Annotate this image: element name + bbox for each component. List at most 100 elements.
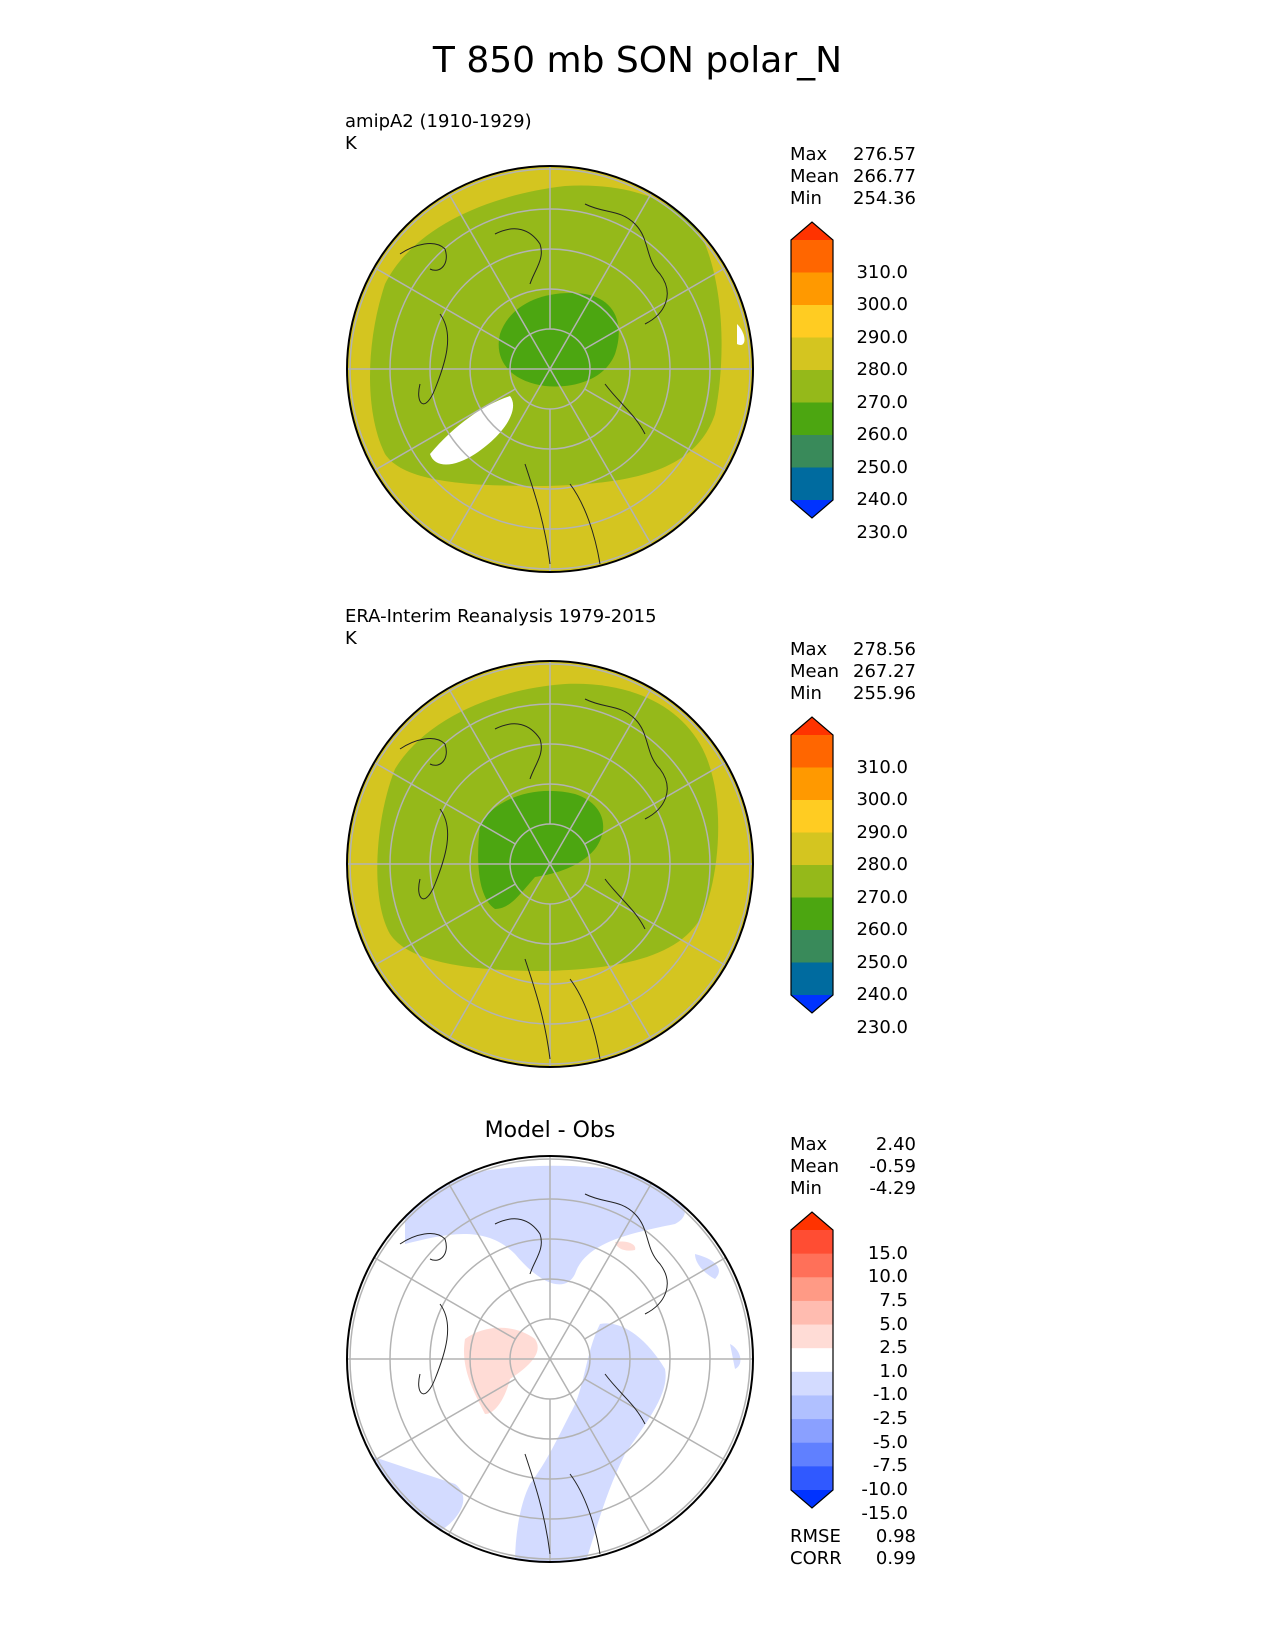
stat-label: Mean: [790, 1156, 840, 1177]
meridian-line: [584, 388, 733, 475]
meridian-line: [367, 263, 516, 350]
panel-2-colorbar: [790, 716, 834, 1014]
stat-value: -0.59: [869, 1156, 916, 1177]
meridian-line: [569, 403, 656, 552]
stat-value: 266.77: [853, 166, 916, 187]
colorbar-tick-label: 310.0: [856, 261, 908, 283]
stat-label: Min: [790, 1178, 822, 1199]
stat-value: 267.27: [853, 661, 916, 682]
contour-band-250: [498, 293, 619, 387]
stat-label: Max: [790, 144, 828, 165]
colorbar-tick-label: 260.0: [856, 424, 908, 445]
colorbar-swatch: [791, 800, 833, 833]
panel-3-polar-map: [346, 1155, 754, 1563]
colorbar-tick-label: 230.0: [856, 1016, 908, 1038]
negative-anomaly-region: [365, 1454, 464, 1534]
meridian-line: [529, 1358, 551, 1395]
meridian-line: [444, 898, 531, 1047]
stat-label: Max: [790, 639, 828, 660]
panel-3-title: Model - Obs: [484, 1118, 616, 1143]
meridian-line: [529, 863, 551, 900]
meridian-line: [367, 1378, 516, 1465]
colorbar-swatch: [791, 1395, 833, 1420]
panel-2-header: ERA-Interim Reanalysis 1979-2015 K: [345, 606, 657, 650]
meridian-line: [444, 1176, 531, 1325]
meridian-line: [549, 1358, 571, 1395]
meridian-line: [584, 1378, 733, 1465]
colorbar-swatch: [791, 467, 833, 501]
colorbar-swatch: [791, 1300, 833, 1326]
map-boundary: [346, 660, 754, 1068]
colorbar-swatch: [791, 897, 833, 931]
negative-anomaly-region: [730, 1344, 741, 1369]
meridian-line: [549, 1323, 571, 1360]
meridian-line: [584, 1253, 733, 1340]
colorbar-swatch: [791, 1277, 833, 1302]
colorbar-tick-label: 270.0: [856, 391, 908, 413]
stat-label: Mean: [790, 661, 840, 682]
panel-3-stats: Max 2.40 Mean -0.59 Min -4.29: [790, 1134, 916, 1200]
colorbar-swatch: [791, 1253, 833, 1278]
colorbar-swatch: [791, 1230, 833, 1255]
stat-label: Min: [790, 683, 822, 704]
coastlines: [399, 1193, 668, 1555]
stat-value: 0.99: [875, 1548, 916, 1569]
meridian-line: [529, 828, 551, 865]
stat-value: 0.98: [875, 1526, 916, 1547]
stat-label: RMSE: [790, 1526, 841, 1547]
stat-value: 276.57: [853, 144, 916, 165]
meridian-line: [444, 403, 531, 552]
colorbar-extension-min: [791, 500, 833, 518]
meridian-line: [584, 263, 733, 350]
colorbar-swatch: [791, 337, 833, 371]
colorbar-tick-label: 230.0: [856, 521, 908, 543]
colorbar-tick-label: 15.0: [867, 1242, 908, 1264]
colorbar-tick-label: 1.0: [879, 1360, 908, 1382]
graticule: [347, 661, 753, 1067]
colorbar-swatch: [791, 865, 833, 898]
panel-1-stats: Max 276.57 Mean 266.77 Min 254.36: [790, 144, 916, 210]
map-boundary: [346, 1155, 754, 1563]
stat-value: -4.29: [869, 1178, 916, 1199]
colorbar-tick-label: 7.5: [879, 1289, 908, 1311]
colorbar-swatch: [791, 1348, 833, 1373]
negative-anomaly-region: [405, 1165, 685, 1285]
meridian-line: [569, 1393, 656, 1542]
meridian-line: [444, 1393, 531, 1542]
colorbar-swatch: [791, 1419, 833, 1444]
colorbar-swatch: [791, 832, 833, 866]
meridian-line: [529, 333, 551, 370]
colorbar-outline: [790, 221, 834, 519]
coastlines: [399, 203, 668, 565]
stat-label: Mean: [790, 166, 840, 187]
panel-1-units: K: [345, 133, 357, 154]
panel-2-title: ERA-Interim Reanalysis 1979-2015: [345, 606, 657, 627]
panel-2-polar-map: [346, 660, 754, 1068]
colorbar-tick-label: 290.0: [856, 326, 908, 348]
stat-label: CORR: [790, 1548, 842, 1569]
colorbar-tick-label: -5.0: [872, 1431, 908, 1453]
colorbar-tick-label: 5.0: [879, 1313, 908, 1335]
panel-1-colorbar: [790, 221, 834, 519]
colorbar-swatch: [791, 767, 833, 801]
colorbar-outline: [790, 716, 834, 1014]
colorbar-extension-min: [791, 1490, 833, 1508]
meridian-line: [549, 863, 571, 900]
colorbar-extension-max: [791, 717, 833, 735]
colorbar-swatch: [791, 1324, 833, 1349]
colorbar-swatch: [791, 1371, 833, 1396]
colorbar-tick-label: 250.0: [856, 456, 908, 478]
colorbar-outline: [790, 1211, 834, 1509]
meridian-line: [569, 1176, 656, 1325]
stat-value: 254.36: [853, 188, 916, 209]
colorbar-tick-label: 240.0: [856, 489, 908, 510]
colorbar-tick-label: -7.5: [872, 1455, 908, 1477]
colorbar-tick-label: 300.0: [856, 789, 908, 810]
meridian-line: [529, 368, 551, 405]
meridian-line: [569, 186, 656, 335]
panel-2-units: K: [345, 628, 357, 649]
colorbar-tick-label: 280.0: [856, 359, 908, 380]
meridian-line: [569, 898, 656, 1047]
colorbar-tick-label: 290.0: [856, 821, 908, 843]
meridian-line: [549, 368, 571, 405]
